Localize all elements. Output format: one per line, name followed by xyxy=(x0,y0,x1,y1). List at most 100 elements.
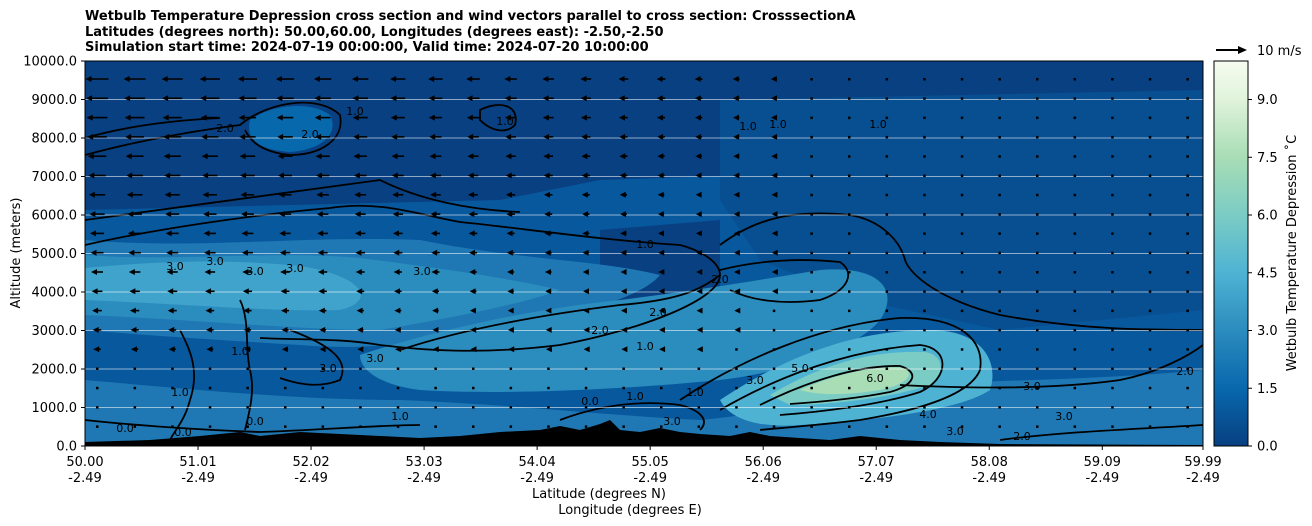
wind-vector xyxy=(357,346,364,353)
wind-vector xyxy=(998,406,1001,409)
wind-vector xyxy=(1036,290,1039,293)
colorbar-ticks: 0.0 1.5 3.0 4.5 6.0 7.5 9.0 xyxy=(1248,93,1278,455)
wind-vector xyxy=(466,76,480,82)
contour-labels: 1.0 2.0 2.0 1.0 2.0 3.0 3.0 3.0 3.0 3.0 3.0 3.0 1.0 1… xyxy=(116,105,1194,443)
wind-vector xyxy=(848,155,851,158)
wind-vector xyxy=(202,172,218,179)
wind-vector xyxy=(545,326,552,333)
wind-vector xyxy=(96,406,99,409)
wind-vector xyxy=(315,172,330,179)
wind-vector xyxy=(619,133,628,140)
wind-vector xyxy=(960,290,964,293)
wind-vector xyxy=(126,172,143,179)
wind-vector xyxy=(1111,174,1114,177)
wind-vector xyxy=(509,406,513,409)
wind-vector xyxy=(1073,386,1077,390)
wind-vector xyxy=(125,153,144,160)
wind-vector xyxy=(885,271,889,274)
wind-vector xyxy=(429,172,441,179)
wind-vector xyxy=(735,425,738,428)
contour-label: 1.0 xyxy=(171,386,189,399)
wind-vector xyxy=(658,249,665,256)
wind-vector xyxy=(359,386,362,390)
wind-vector xyxy=(619,211,627,218)
wind-vector xyxy=(998,348,1001,351)
wind-vector xyxy=(885,155,889,158)
wind-vector xyxy=(394,307,402,314)
wind-vector xyxy=(133,367,137,370)
wind-vector xyxy=(581,172,591,179)
wind-vector xyxy=(960,367,964,370)
contour-label: 2.0 xyxy=(216,122,234,135)
wind-vector xyxy=(1036,251,1039,255)
wind-vector xyxy=(507,307,514,314)
wind-vector xyxy=(127,211,142,218)
wind-vector xyxy=(658,307,665,314)
wind-vector xyxy=(1111,116,1114,120)
wind-vector xyxy=(657,133,665,140)
wind-vector xyxy=(542,114,554,121)
wind-vector xyxy=(998,290,1001,293)
wind-vector xyxy=(885,406,889,409)
wind-vector xyxy=(509,367,513,370)
wind-vector xyxy=(619,191,628,198)
wind-vector xyxy=(168,346,176,353)
wind-vector xyxy=(1148,328,1152,332)
wind-vector xyxy=(923,271,926,274)
x-tick-label-lat: 57.07 xyxy=(858,455,895,470)
wind-vector xyxy=(468,249,478,256)
wind-vector xyxy=(810,425,813,428)
wind-vector xyxy=(165,211,180,218)
contour-label: 4.0 xyxy=(919,408,937,421)
wind-vector xyxy=(1186,97,1189,100)
wind-vector xyxy=(1186,232,1189,235)
wind-vector xyxy=(695,230,702,237)
wind-vector xyxy=(392,191,404,198)
wind-vector xyxy=(582,288,589,295)
wind-vector xyxy=(810,232,813,235)
wind-vector xyxy=(396,425,400,428)
colorbar-tick-label: 6.0 xyxy=(1257,209,1278,224)
contour-line-8 xyxy=(399,274,721,351)
wind-vector xyxy=(506,211,515,218)
wind-vector xyxy=(810,78,813,81)
wind-vector xyxy=(466,95,480,102)
wind-vector xyxy=(321,386,325,390)
wind-vector xyxy=(771,191,778,198)
wind-vector xyxy=(960,309,964,313)
wind-vector xyxy=(238,114,257,121)
wind-vector xyxy=(276,95,294,102)
wind-vector xyxy=(284,425,287,428)
wind-vector xyxy=(1036,155,1039,158)
wind-vector xyxy=(543,153,554,160)
wind-vector xyxy=(544,230,552,237)
wind-vector xyxy=(1073,367,1077,370)
wind-vector xyxy=(353,153,367,160)
wind-vector xyxy=(848,386,851,390)
wind-vector xyxy=(1073,116,1077,120)
wind-vector xyxy=(622,425,625,428)
wind-vector xyxy=(771,288,778,295)
wind-vector xyxy=(657,172,665,179)
wind-vector xyxy=(1186,78,1189,81)
wind-vector xyxy=(1148,135,1152,139)
wind-vector xyxy=(246,367,249,370)
wind-vector xyxy=(772,386,776,390)
wind-vector xyxy=(733,249,740,256)
contour-label: 2.0 xyxy=(649,306,667,319)
wind-vector xyxy=(391,172,404,179)
contour-label: 3.0 xyxy=(1023,380,1041,393)
wind-vector xyxy=(885,78,889,81)
wind-vector xyxy=(733,133,740,140)
wind-vector xyxy=(200,95,220,102)
y-tick-label: 5000.0 xyxy=(32,247,78,262)
wind-vector xyxy=(1186,367,1189,370)
wind-vector xyxy=(771,133,778,140)
wind-vector xyxy=(321,367,325,370)
colorbar: 0.0 1.5 3.0 4.5 6.0 7.5 9.0 Wetbulb Temperatur… xyxy=(1213,60,1300,455)
wind-vector xyxy=(396,406,400,409)
wind-vector xyxy=(772,406,776,409)
colorbar-tick-label: 3.0 xyxy=(1257,324,1278,339)
wind-vector xyxy=(697,386,701,390)
x-tick-label-lat: 53.03 xyxy=(405,455,442,470)
